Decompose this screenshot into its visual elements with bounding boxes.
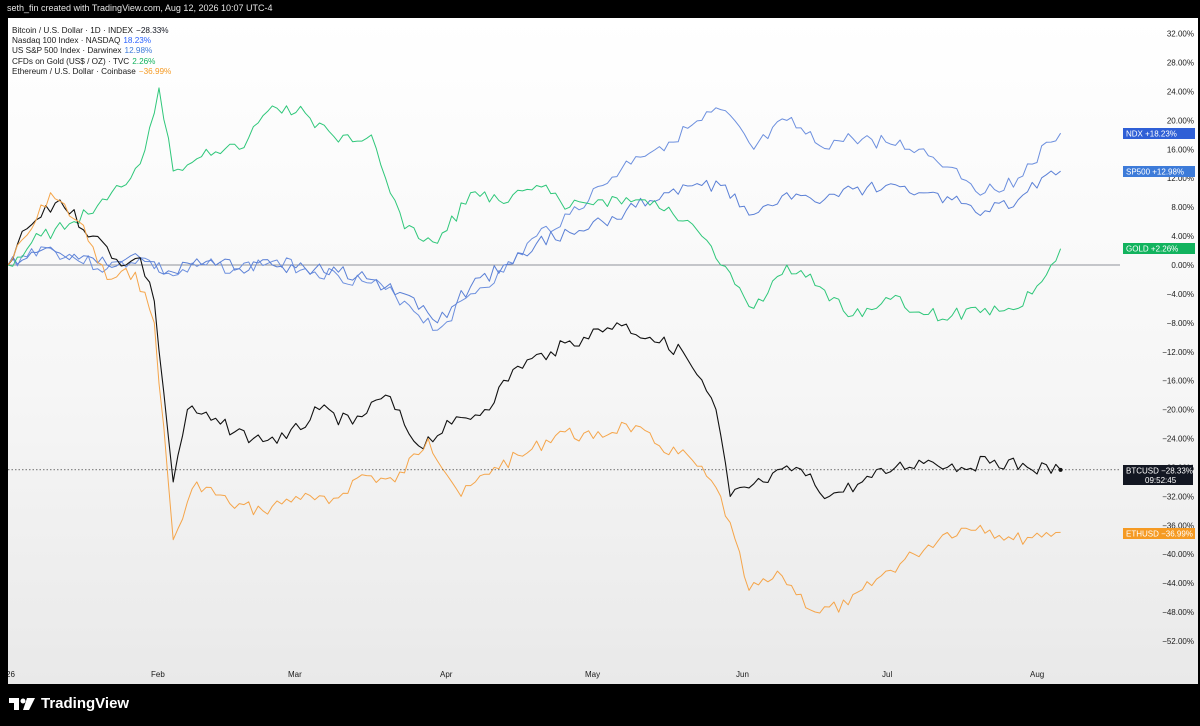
tag-text: NDX +18.23% (1126, 130, 1177, 139)
y-tick-label: 12.00% (1167, 174, 1194, 183)
tradingview-logo-icon (9, 697, 35, 710)
tag-ndx[interactable]: NDX +18.23% (1123, 128, 1195, 139)
y-tick-label: −40.00% (1162, 550, 1194, 559)
y-tick-label: −44.00% (1162, 579, 1194, 588)
legend-row[interactable]: Ethereum / U.S. Dollar · Coinbase −36.99% (12, 67, 171, 77)
series-line-sp500 (8, 170, 1061, 324)
btc-last-point (1058, 467, 1063, 472)
y-tick-label: 32.00% (1167, 30, 1194, 39)
legend-value: −28.33% (136, 26, 169, 35)
series-line-ndx (8, 107, 1062, 331)
y-tick-label: −8.00% (1167, 319, 1194, 328)
legend-label: CFDs on Gold (US$ / OZ) · TVC (12, 56, 130, 66)
y-tick-label: 4.00% (1171, 232, 1194, 241)
footer-bar: TradingView (0, 684, 1200, 726)
last-value-tags: NDX +18.23% SP500 +12.98% GOLD +2.26% BTCUS… (1123, 128, 1195, 539)
y-tick-label: −36.00% (1162, 521, 1194, 530)
legend-value: 18.23% (123, 36, 152, 46)
comparison-chart[interactable]: 32.00% 28.00% 24.00% 20.00% 16.00% 12.00% 8.00… (8, 18, 1198, 684)
x-tick-label: Feb (151, 670, 165, 679)
series-legend[interactable]: Bitcoin / U.S. Dollar · 1D · INDEX −28.33… (12, 26, 171, 77)
x-tick-label: May (585, 670, 600, 679)
legend-label: Nasdaq 100 Index · NASDAQ (12, 36, 121, 46)
btc-countdown-tag: 09:52:45 (1123, 475, 1193, 485)
series-line-gold (8, 87, 1062, 322)
chart-panel[interactable]: 32.00% 28.00% 24.00% 20.00% 16.00% 12.00% 8.00… (8, 18, 1198, 684)
series-line-ethusd (8, 192, 1061, 614)
legend-value: 2.26% (132, 56, 156, 66)
y-tick-label: −20.00% (1162, 406, 1194, 415)
legend-value: −36.99% (138, 66, 172, 76)
series-lines (8, 87, 1120, 614)
tag-sp500[interactable]: SP500 +12.98% (1123, 166, 1195, 177)
y-tick-label: 8.00% (1171, 203, 1194, 212)
x-axis[interactable]: 26 Feb Mar Apr May Jun Jul Aug (8, 670, 1044, 679)
y-tick-label: −12.00% (1162, 348, 1194, 357)
series-line-btcusd (8, 199, 1062, 500)
y-tick-label: 16.00% (1167, 145, 1194, 154)
y-tick-label: 24.00% (1167, 87, 1194, 96)
y-tick-label: 0.00% (1171, 261, 1194, 270)
x-tick-label: 26 (8, 670, 15, 679)
legend-row[interactable]: CFDs on Gold (US$ / OZ) · TVC 2.26% (12, 57, 171, 67)
y-tick-label: 20.00% (1167, 116, 1194, 125)
tag-ethusd[interactable]: ETHUSD −36.99% (1123, 528, 1195, 539)
svg-text:09:52:45: 09:52:45 (1145, 476, 1177, 485)
tag-gold[interactable]: GOLD +2.26% (1123, 243, 1195, 254)
y-tick-label: −52.00% (1162, 637, 1194, 646)
x-tick-label: Aug (1030, 670, 1044, 679)
x-tick-label: Mar (288, 670, 302, 679)
y-tick-label: −48.00% (1162, 608, 1194, 617)
legend-row[interactable]: Bitcoin / U.S. Dollar · 1D · INDEX −28.33… (12, 26, 171, 36)
y-axis[interactable]: 32.00% 28.00% 24.00% 20.00% 16.00% 12.00% 8.00… (1162, 30, 1194, 646)
brand-name: TradingView (41, 695, 130, 712)
created-caption: seth_fin created with TradingView.com, A… (7, 3, 273, 13)
legend-label: Ethereum / U.S. Dollar · Coinbase (12, 66, 136, 76)
legend-row[interactable]: US S&P 500 Index · Darwinex 12.98% (12, 46, 171, 56)
tag-btcusd[interactable]: BTCUSD −28.33% (1123, 465, 1193, 476)
y-tick-label: −24.00% (1162, 435, 1194, 444)
y-tick-label: −4.00% (1167, 290, 1194, 299)
x-tick-label: Apr (440, 670, 453, 679)
y-tick-label: −32.00% (1162, 492, 1194, 501)
legend-label: Bitcoin / U.S. Dollar · 1D · INDEX (12, 26, 134, 35)
legend-row[interactable]: Nasdaq 100 Index · NASDAQ 18.23% (12, 36, 171, 46)
legend-label: US S&P 500 Index · Darwinex (12, 46, 122, 56)
top-caption-bar: seth_fin created with TradingView.com, A… (0, 0, 1200, 18)
tag-text: BTCUSD −28.33% (1126, 467, 1193, 476)
tag-text: GOLD +2.26% (1126, 245, 1178, 254)
y-tick-label: 28.00% (1167, 59, 1194, 68)
y-tick-label: −16.00% (1162, 377, 1194, 386)
x-tick-label: Jun (736, 670, 749, 679)
legend-value: 12.98% (124, 46, 153, 56)
tag-text: SP500 +12.98% (1126, 168, 1184, 177)
tradingview-logo[interactable]: TradingView (9, 695, 129, 712)
x-tick-label: Jul (882, 670, 892, 679)
tag-text: ETHUSD −36.99% (1126, 530, 1193, 539)
